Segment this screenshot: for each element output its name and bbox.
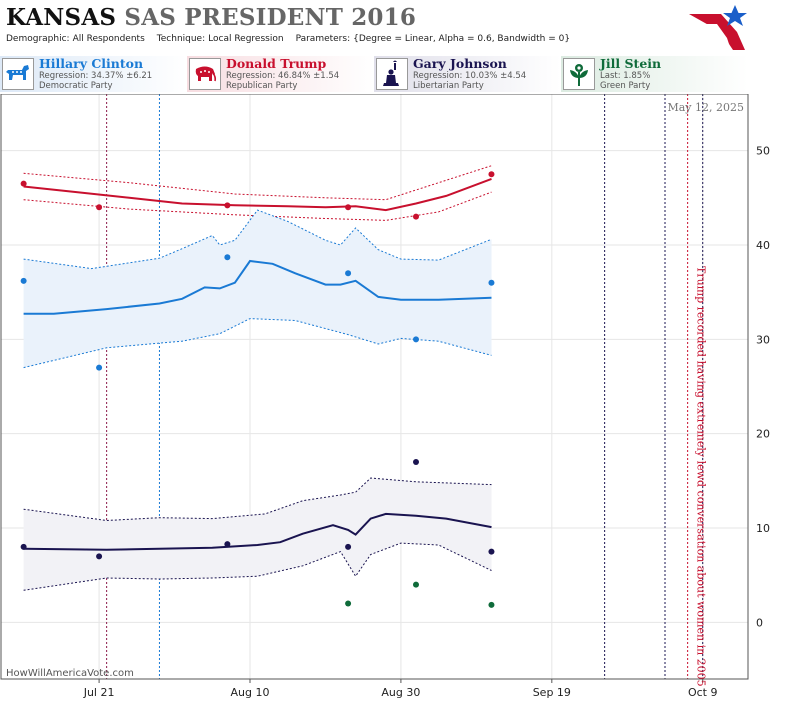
confidence-band xyxy=(23,478,492,591)
technique-label: Technique: xyxy=(156,34,206,44)
y-tick-label: 30 xyxy=(756,333,770,346)
candidate-stat: Regression: 46.84% ±1.54 xyxy=(226,71,340,81)
poll-point xyxy=(96,204,103,211)
x-tick-label: Jul 21 xyxy=(83,686,115,699)
candidate-stat: Last: 1.85% xyxy=(600,71,651,81)
poll-point xyxy=(224,254,231,261)
poll-point xyxy=(345,270,352,277)
candidate-stat: Regression: 10.03% ±4.54 xyxy=(413,71,527,81)
y-tick-label: 10 xyxy=(756,522,770,535)
poll-point xyxy=(488,279,495,286)
confidence-bands xyxy=(23,165,492,591)
trend-line xyxy=(23,177,492,212)
candidate-card-clinton: Hillary Clinton Regression: 34.37% ±6.21… xyxy=(0,56,187,92)
candidate-party: Democratic Party xyxy=(39,81,113,91)
lower-bound-line xyxy=(23,542,492,591)
event-annotation: Trump recorded having extremely lewd con… xyxy=(695,266,708,687)
candidate-name: Gary Johnson xyxy=(413,56,507,71)
demographic-label: Demographic: xyxy=(6,34,70,44)
y-tick-label: 0 xyxy=(756,616,763,629)
upper-bound-line xyxy=(23,209,492,270)
y-tick-label: 20 xyxy=(756,428,770,441)
title-state: KANSAS xyxy=(6,4,117,31)
poll-point xyxy=(413,213,419,220)
poll-point xyxy=(488,548,495,555)
axes: 0 10 20 30 40 50 Jul 21 Aug 10 Aug 30 Sep 19 Oct 9… xyxy=(0,94,770,699)
x-tick-label: Sep 19 xyxy=(533,686,571,699)
poll-point xyxy=(224,541,231,548)
candidate-party: Republican Party xyxy=(226,81,298,91)
grid xyxy=(1,94,748,679)
chart-title: KANSAS SAS PRESIDENT 2016 xyxy=(6,4,416,31)
demographic-value: All Respondents xyxy=(72,34,145,44)
y-tick-label: 40 xyxy=(756,239,770,252)
date-stamp: May 12, 2025 xyxy=(667,101,744,114)
plot-frame xyxy=(0,94,749,680)
plot-background xyxy=(1,94,748,679)
trend-line xyxy=(23,259,492,315)
poll-point xyxy=(96,364,103,371)
candidate-stat: Regression: 34.37% ±6.21 xyxy=(39,71,153,81)
x-tick-label: Oct 9 xyxy=(688,686,718,699)
parameters-line: Demographic: All Respondents Technique: Loc… xyxy=(6,34,582,44)
poll-point xyxy=(413,336,419,343)
candidate-party: Green Party xyxy=(600,81,651,91)
confidence-band xyxy=(23,210,492,368)
parameters-label: Parameters: xyxy=(295,34,351,44)
candidate-card-trump: Donald Trump Regression: 46.84% ±1.54 Re… xyxy=(187,56,374,92)
trend-line xyxy=(23,512,492,551)
lower-bound-line xyxy=(23,318,492,369)
technique-value: Local Regression xyxy=(208,34,284,44)
candidate-name: Hillary Clinton xyxy=(39,56,144,71)
candidate-card-johnson: Gary Johnson Regression: 10.03% ±4.54 Li… xyxy=(374,56,561,92)
poll-point xyxy=(20,180,27,187)
chart-header: KANSAS SAS PRESIDENT 2016 Demographic: Al… xyxy=(0,0,748,50)
poll-point xyxy=(96,553,103,560)
poll-chart: 0 10 20 30 40 50 Jul 21 Aug 10 Aug 30 Sep 19 Oct 9… xyxy=(0,94,770,699)
parameters-value: {Degree = Linear, Alpha = 0.6, Bandwidth… xyxy=(353,34,571,44)
x-tick-label: Aug 10 xyxy=(231,686,270,699)
elephant-icon xyxy=(189,58,221,90)
liberty-icon xyxy=(376,58,408,90)
poll-point xyxy=(345,204,352,211)
candidate-name: Donald Trump xyxy=(226,56,327,71)
poll-point xyxy=(345,543,352,550)
y-tick-label: 50 xyxy=(756,145,770,158)
poll-point xyxy=(413,581,419,588)
poll-point xyxy=(488,171,495,178)
star-logo-icon xyxy=(689,5,747,50)
poll-point xyxy=(345,600,352,607)
lower-bound-line xyxy=(23,191,492,221)
poll-point xyxy=(488,601,495,608)
event-lines xyxy=(106,94,704,679)
poll-points xyxy=(20,171,495,608)
candidate-card-stein: Jill Stein Last: 1.85% Green Party xyxy=(561,56,748,92)
poll-point xyxy=(20,543,27,550)
site-credit: HowWillAmericaVote.com xyxy=(6,668,134,679)
candidate-name: Jill Stein xyxy=(600,56,662,71)
trend-lines xyxy=(23,177,492,551)
title-rest: SAS PRESIDENT 2016 xyxy=(124,4,417,31)
donkey-icon xyxy=(2,58,34,90)
poll-point xyxy=(413,458,419,465)
poll-point xyxy=(20,277,27,284)
poll-point xyxy=(224,202,231,209)
flower-icon xyxy=(563,58,595,90)
x-tick-label: Aug 30 xyxy=(381,686,420,699)
candidate-party: Libertarian Party xyxy=(413,81,484,91)
